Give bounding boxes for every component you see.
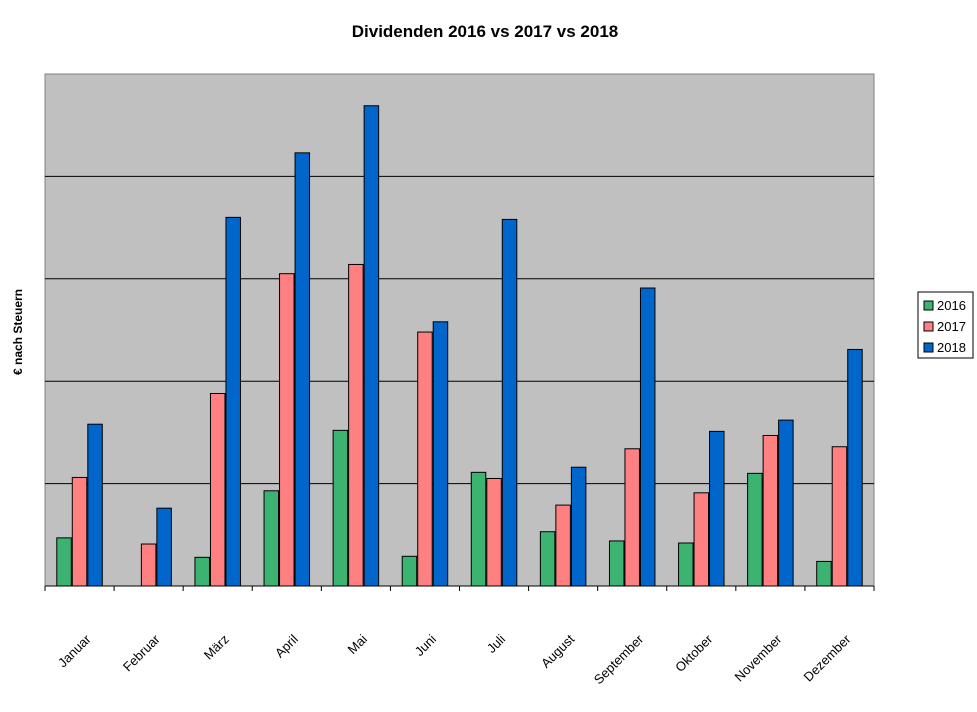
x-tick-label: Juli (484, 631, 508, 655)
legend: 2016 2017 2018 (917, 291, 974, 359)
bar-2017-1 (140, 543, 157, 587)
y-axis-label: € nach Steuern (11, 289, 25, 375)
bar-2016-6 (470, 471, 487, 587)
x-tick-label: Juni (412, 631, 440, 659)
bar-2018-9 (709, 430, 725, 587)
x-tick-label: Dezember (801, 631, 854, 684)
bars (56, 105, 863, 587)
bar-2017-7 (555, 504, 571, 587)
bar-2017-6 (486, 477, 502, 587)
bar-2017-11 (831, 446, 848, 587)
legend-swatch-2018 (923, 342, 934, 353)
x-tick-labels: Januar Februar März April Mai Juni Juli August S… (55, 631, 854, 687)
x-tick-label: August (538, 631, 577, 670)
bar-2018-8 (639, 287, 656, 587)
bar-2018-6 (501, 218, 518, 587)
bar-2017-4 (348, 263, 364, 587)
bar-2017-5 (417, 331, 433, 587)
bar-2017-10 (762, 434, 779, 587)
bar-2017-8 (624, 448, 640, 587)
plot-area (44, 73, 875, 587)
bar-2017-3 (279, 273, 295, 587)
bar-2016-10 (747, 472, 763, 587)
legend-swatch-2016 (923, 300, 934, 311)
bar-2018-3 (294, 152, 311, 587)
bar-2016-0 (56, 537, 72, 587)
bar-2018-7 (570, 466, 587, 587)
x-tick-label: Oktober (672, 631, 716, 675)
x-tick-label: Februar (120, 631, 163, 674)
bar-2018-2 (225, 216, 241, 587)
bar-2016-3 (263, 490, 280, 587)
bar-2018-5 (432, 321, 449, 587)
bar-2016-2 (194, 556, 210, 587)
bar-2016-7 (539, 531, 556, 587)
legend-label-2017: 2017 (937, 319, 966, 334)
x-tick-label: September (591, 631, 647, 687)
x-tick-label: April (272, 631, 301, 660)
x-tick-label: November (731, 631, 784, 684)
bar-2017-0 (71, 476, 88, 587)
bar-2016-8 (608, 540, 625, 587)
legend-label-2018: 2018 (937, 340, 966, 355)
x-tick-label: Mai (345, 631, 370, 656)
bar-2018-4 (363, 105, 380, 587)
x-tick-label: Januar (55, 631, 94, 670)
bar-2016-4 (332, 429, 349, 587)
chart-title: Dividenden 2016 vs 2017 vs 2018 (352, 22, 619, 41)
bar-2018-11 (847, 348, 863, 587)
bar-2017-2 (209, 392, 226, 587)
legend-swatch-2017 (923, 321, 934, 332)
bar-2016-5 (401, 555, 418, 587)
bar-2018-0 (87, 423, 103, 587)
bar-2016-9 (678, 542, 694, 587)
bar-2016-11 (816, 560, 832, 587)
bar-2017-9 (693, 492, 710, 587)
bar-2018-1 (156, 507, 172, 587)
x-axis (44, 585, 875, 591)
bar-2018-10 (778, 419, 794, 587)
x-tick-label: März (201, 632, 232, 663)
legend-label-2016: 2016 (937, 298, 966, 313)
gridlines (45, 175, 874, 485)
